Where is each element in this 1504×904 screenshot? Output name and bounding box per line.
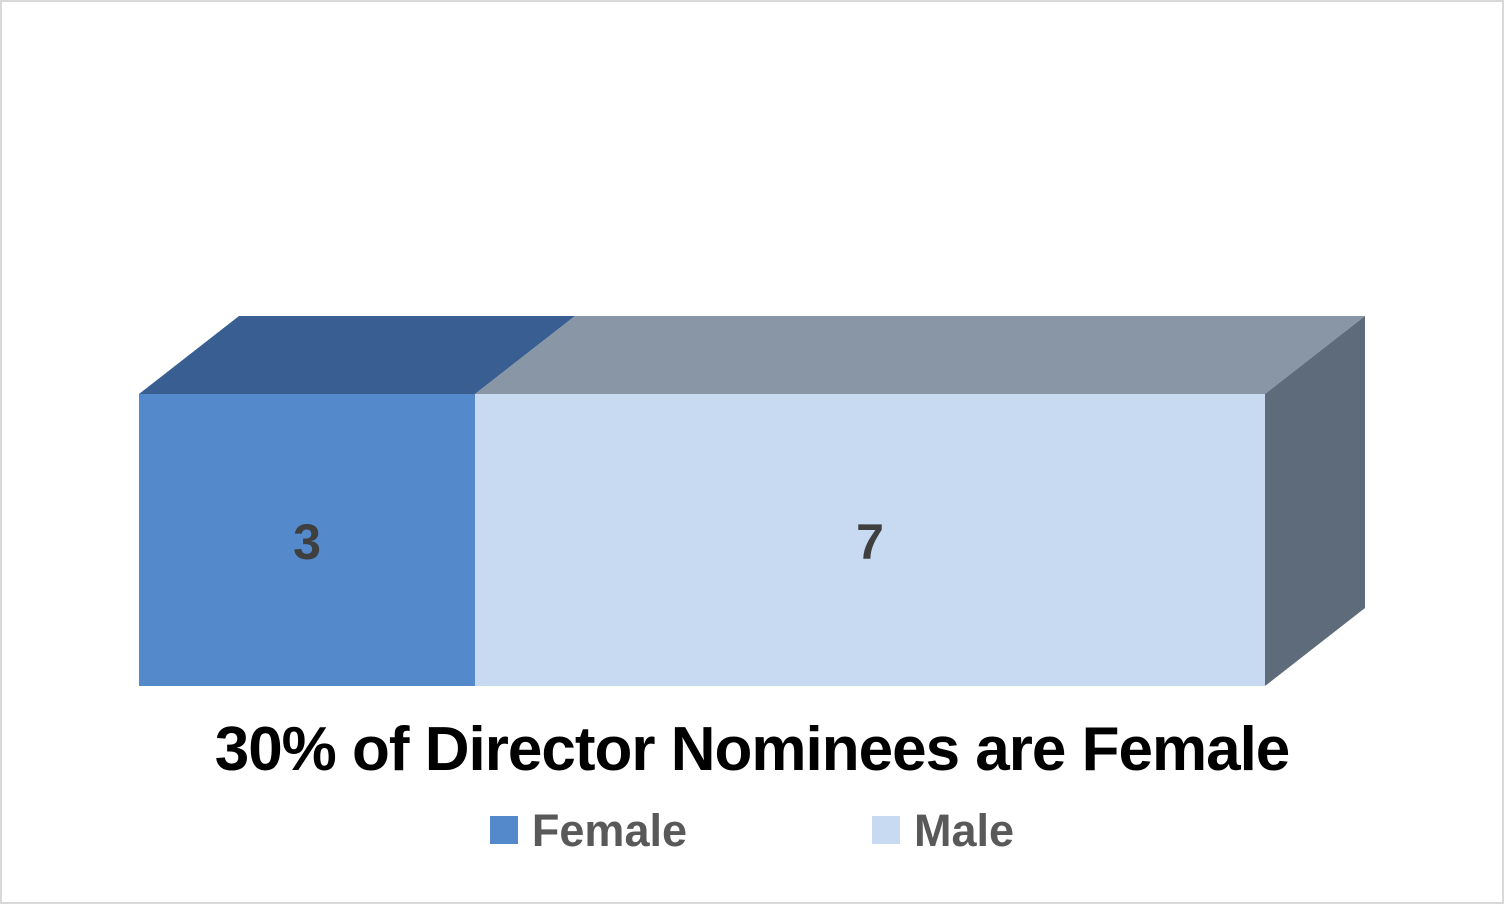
legend-label-female: Female [531,804,688,856]
legend-label-male: Male [914,804,1015,856]
legend-item-male: Male [872,808,1014,853]
male-segment-side-face [1265,316,1365,686]
male-swatch-icon [872,816,901,844]
male-data-label: 7 [856,514,884,570]
chart-title: 30% of Director Nominees are Female [214,715,1291,784]
female-data-label: 3 [293,514,321,570]
female-segment [139,394,475,686]
male-segment [475,394,1265,686]
female-swatch-icon [489,816,518,844]
male-segment-top-face [475,316,1365,394]
legend-item-female: Female [489,804,688,856]
chart-legend: Female Male [2,802,1502,858]
female-segment-top-face [139,316,575,394]
